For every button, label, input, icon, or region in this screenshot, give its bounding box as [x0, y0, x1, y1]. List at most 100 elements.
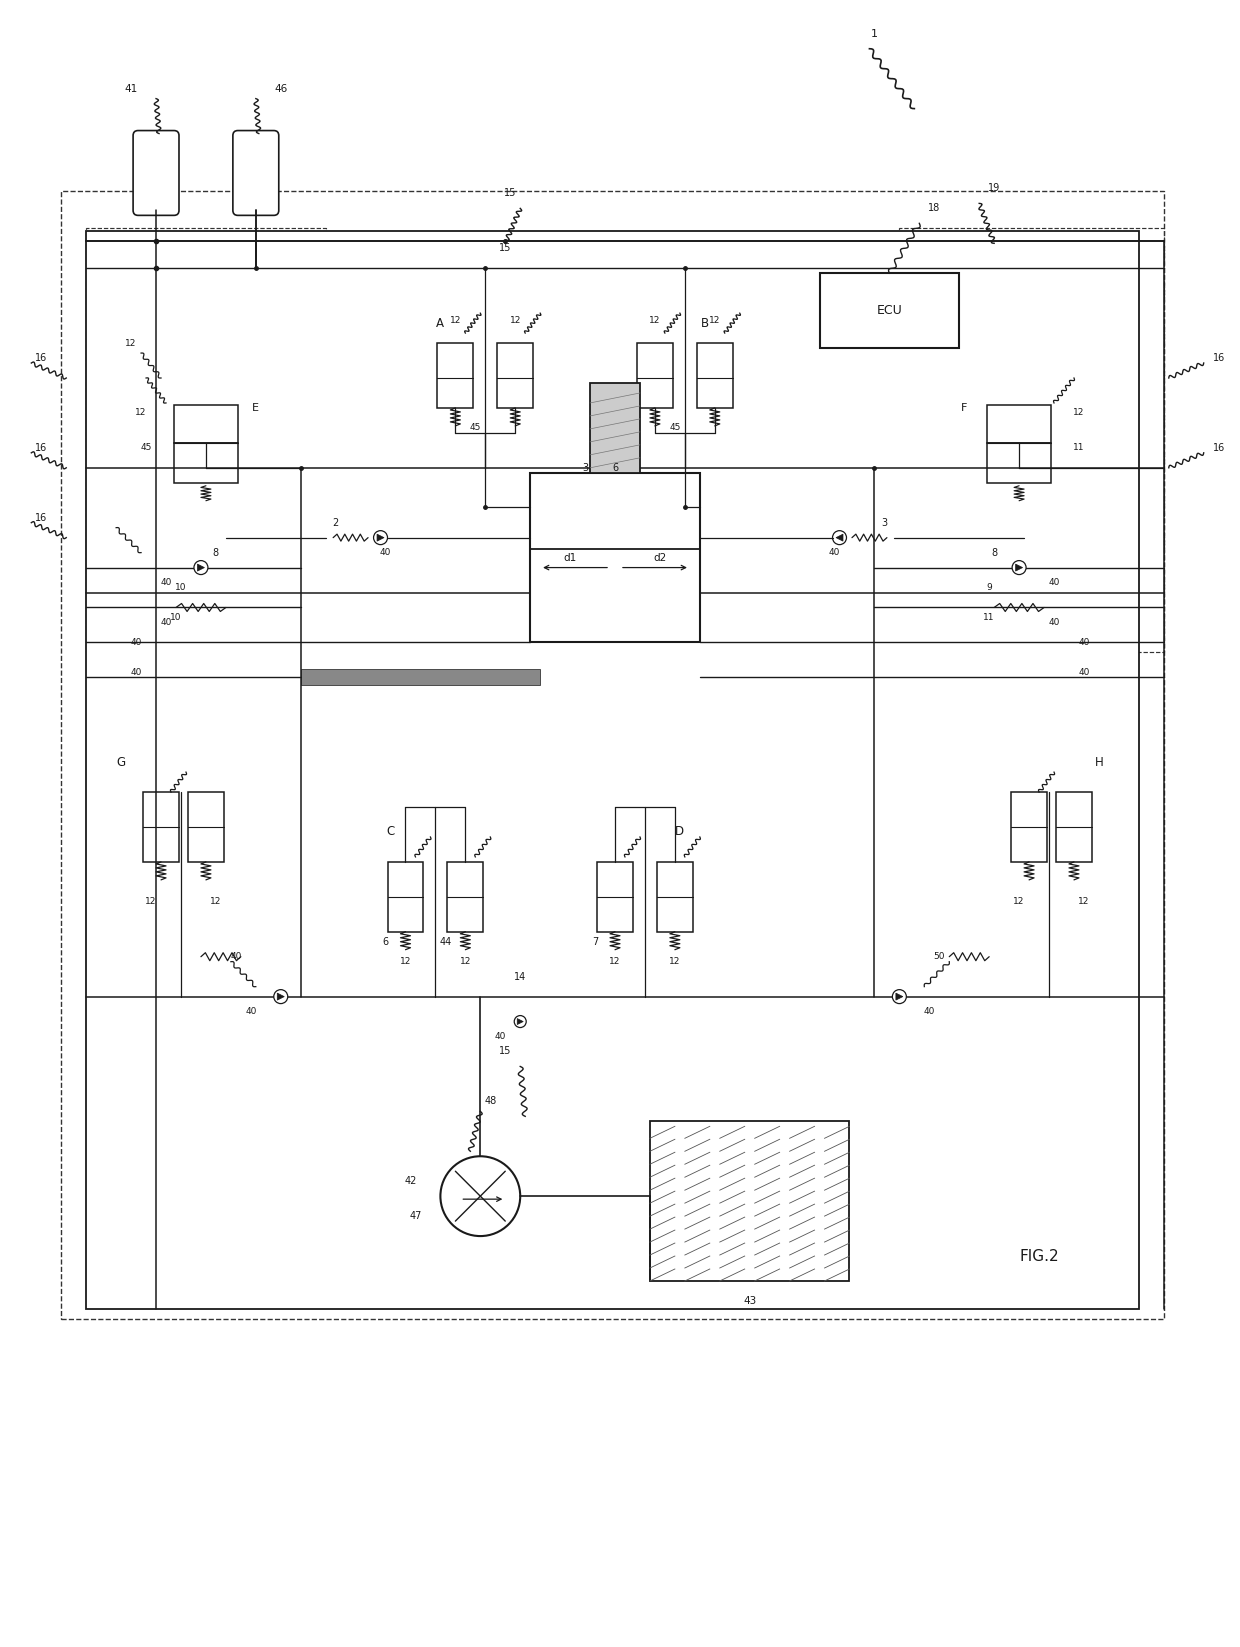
Bar [87, 231, 1138, 1309]
Text: 40: 40 [495, 1033, 506, 1041]
Text: 43: 43 [743, 1296, 756, 1306]
Circle shape [515, 1016, 526, 1028]
Bar [987, 443, 1052, 483]
Bar [301, 669, 541, 685]
Bar [1056, 792, 1092, 861]
Circle shape [193, 560, 208, 575]
Circle shape [893, 990, 906, 1003]
Polygon shape [836, 534, 843, 542]
Polygon shape [278, 993, 284, 1000]
Circle shape [274, 990, 288, 1003]
Bar [388, 861, 423, 932]
Text: 12: 12 [145, 898, 156, 906]
Text: 40: 40 [160, 578, 171, 586]
Bar [560, 807, 740, 987]
Bar [820, 273, 960, 348]
Bar [596, 861, 632, 932]
Bar [590, 384, 640, 473]
Polygon shape [517, 1018, 523, 1024]
Bar [351, 807, 531, 987]
Text: 10: 10 [170, 613, 182, 623]
Text: 40: 40 [1048, 618, 1060, 628]
Circle shape [1012, 560, 1025, 575]
Text: 12: 12 [650, 316, 661, 324]
Text: 48: 48 [484, 1097, 496, 1107]
Bar [143, 792, 179, 861]
Text: 12: 12 [709, 316, 720, 324]
Text: 40: 40 [1079, 637, 1090, 647]
Text: 16: 16 [35, 512, 47, 522]
Text: ECU: ECU [877, 305, 903, 318]
Text: 16: 16 [1213, 443, 1225, 453]
Text: F: F [961, 404, 967, 413]
Polygon shape [197, 563, 205, 572]
Text: 47: 47 [409, 1211, 422, 1220]
Text: 1: 1 [870, 28, 878, 40]
Bar [899, 229, 1164, 652]
Text: 40: 40 [130, 667, 141, 677]
Bar [637, 343, 673, 408]
Text: 3: 3 [882, 517, 888, 527]
Text: 42: 42 [404, 1176, 417, 1186]
Text: d1: d1 [563, 553, 577, 563]
Text: 44: 44 [439, 937, 451, 947]
Text: 40: 40 [1048, 578, 1060, 586]
Circle shape [440, 1156, 521, 1237]
Text: 16: 16 [35, 443, 47, 453]
Text: 12: 12 [399, 957, 412, 967]
Polygon shape [895, 993, 903, 1000]
FancyBboxPatch shape [233, 130, 279, 216]
Text: 14: 14 [515, 972, 526, 982]
Text: 15: 15 [498, 244, 511, 254]
Text: 12: 12 [609, 957, 621, 967]
Text: 12: 12 [460, 957, 471, 967]
Text: 41: 41 [124, 84, 138, 94]
Bar [438, 343, 474, 408]
Text: 40: 40 [924, 1006, 935, 1016]
Bar [650, 1122, 849, 1281]
Text: 12: 12 [450, 316, 461, 324]
Circle shape [373, 530, 388, 545]
Text: 15: 15 [503, 188, 516, 198]
Text: 40: 40 [1079, 667, 1090, 677]
Text: C: C [387, 825, 394, 838]
Text: 12: 12 [211, 898, 222, 906]
Bar [987, 405, 1052, 443]
Bar [301, 268, 869, 593]
Polygon shape [1016, 563, 1023, 572]
Text: 12: 12 [670, 957, 681, 967]
Bar [174, 443, 238, 483]
Bar [531, 473, 699, 642]
Text: D: D [676, 825, 684, 838]
Text: G: G [117, 756, 125, 769]
Bar [448, 861, 484, 932]
Text: 12: 12 [135, 408, 146, 417]
Text: 2: 2 [332, 517, 339, 527]
Circle shape [832, 530, 847, 545]
Text: 40: 40 [246, 1006, 257, 1016]
Text: 19: 19 [988, 183, 1001, 193]
Text: 40: 40 [130, 637, 141, 647]
Text: 40: 40 [828, 548, 841, 557]
Bar [321, 712, 894, 996]
Text: 11: 11 [1073, 443, 1085, 453]
Polygon shape [377, 534, 384, 542]
Text: E: E [252, 404, 259, 413]
Text: 10: 10 [175, 583, 187, 591]
Text: H: H [1095, 756, 1104, 769]
Text: 18: 18 [929, 203, 940, 214]
Text: 40: 40 [160, 618, 171, 628]
Bar [497, 343, 533, 408]
Text: d2: d2 [653, 553, 667, 563]
Text: 50: 50 [934, 952, 945, 962]
Text: 9: 9 [986, 583, 992, 591]
Text: 12: 12 [125, 339, 136, 348]
Text: 15: 15 [498, 1046, 511, 1056]
Text: 11: 11 [983, 613, 994, 623]
Text: 6: 6 [613, 463, 618, 473]
Text: B: B [701, 316, 709, 329]
Bar [697, 343, 733, 408]
Text: 45: 45 [470, 423, 481, 433]
Text: 8: 8 [991, 547, 997, 558]
Text: 3: 3 [582, 463, 588, 473]
